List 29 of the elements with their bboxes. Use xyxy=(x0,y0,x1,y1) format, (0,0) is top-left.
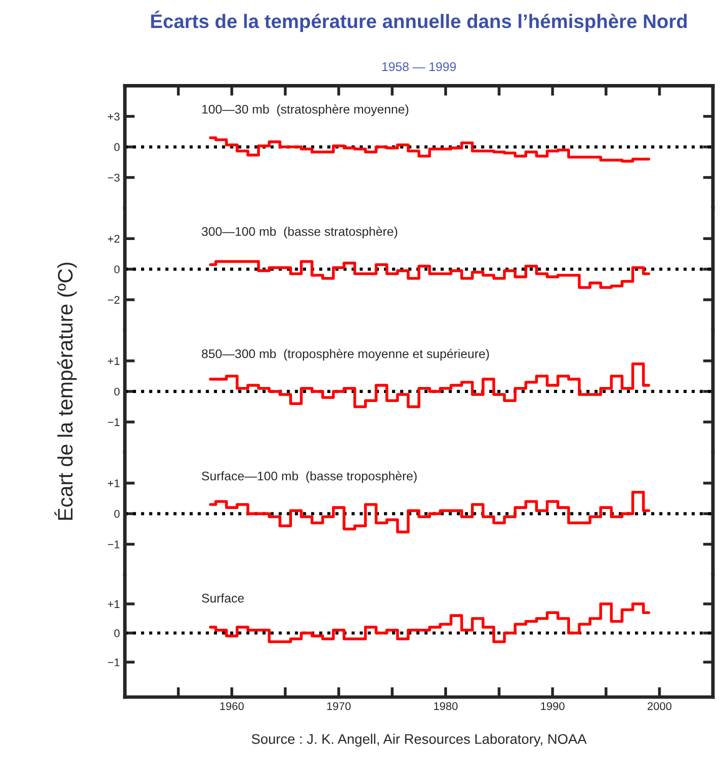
y-tick-label: 0 xyxy=(114,510,120,518)
y-tick-label: +3 xyxy=(108,112,120,120)
x-tick-label: 2000 xyxy=(648,702,672,710)
annotation: Surface xyxy=(202,593,244,603)
x-tick-label: 1970 xyxy=(327,702,351,710)
y-tick-label: −2 xyxy=(108,296,120,304)
y-tick-label: −1 xyxy=(108,540,120,548)
y-tick-label: 0 xyxy=(114,265,120,274)
annotation: 100—30 mb (stratosphère moyenne) xyxy=(202,104,408,116)
x-tick-label: 1960 xyxy=(220,702,244,710)
chart-title: Écarts de la température annuelle dans l’hémisphère Nord xyxy=(151,10,687,32)
y-tick-label: +2 xyxy=(108,234,120,243)
y-tick-label: −1 xyxy=(108,418,120,426)
source-note: Source : J. K. Angell, Air Resources Laboratory, NOAA xyxy=(252,734,587,747)
annotation: 300—100 mb (basse stratosphère) xyxy=(202,226,398,238)
x-tick-label: 1990 xyxy=(541,702,564,710)
annotation: Surface—100 mb (basse troposphère) xyxy=(202,471,417,483)
y-tick-label: 0 xyxy=(114,388,120,396)
chart-subtitle: 1958 — 1999 xyxy=(382,62,456,72)
y-tick-label: 0 xyxy=(114,629,120,638)
y-tick-label: −3 xyxy=(108,174,120,182)
y-tick-label: +1 xyxy=(108,480,120,488)
y-tick-label: +1 xyxy=(108,600,120,608)
y-tick-label: 0 xyxy=(114,143,120,152)
y-axis-title: Écart de la température (ºC) xyxy=(54,262,77,520)
y-tick-label: −1 xyxy=(108,658,120,666)
annotation: 850—300 mb (troposphère moyenne et supérieure) xyxy=(202,348,489,361)
y-tick-label: +1 xyxy=(108,357,120,365)
x-tick-label: 1980 xyxy=(434,702,458,710)
